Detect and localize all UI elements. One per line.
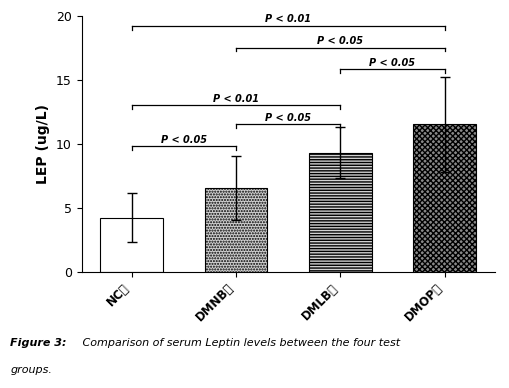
Text: P < 0.01: P < 0.01 (213, 94, 259, 104)
Text: Comparison of serum Leptin levels between the four test: Comparison of serum Leptin levels betwee… (79, 338, 400, 348)
Bar (308, 152, 371, 272)
Text: Figure 3:: Figure 3: (10, 338, 67, 348)
Bar (204, 189, 267, 272)
Bar (100, 218, 163, 272)
Y-axis label: LEP (ug/L): LEP (ug/L) (36, 104, 50, 184)
Bar (412, 124, 475, 272)
Text: P < 0.05: P < 0.05 (317, 36, 362, 46)
Text: P < 0.01: P < 0.01 (265, 14, 310, 24)
Text: P < 0.05: P < 0.05 (369, 58, 415, 68)
Text: P < 0.05: P < 0.05 (265, 113, 310, 123)
Text: P < 0.05: P < 0.05 (160, 135, 207, 145)
Text: groups.: groups. (10, 365, 52, 375)
